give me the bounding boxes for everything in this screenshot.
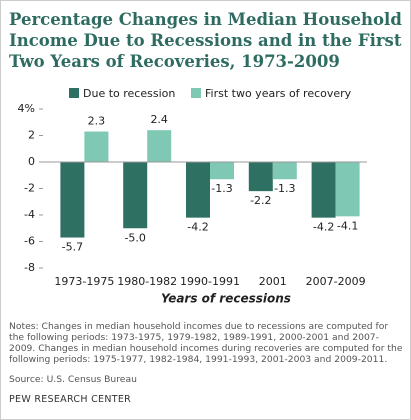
brand: PEW RESEARCH CENTER xyxy=(9,394,132,405)
data-label: 2.4 xyxy=(150,113,168,126)
x-tick-label: 1990-1991 xyxy=(180,275,240,288)
data-label: -2.2 xyxy=(250,194,271,207)
bar xyxy=(84,131,109,162)
bar xyxy=(186,162,210,218)
y-tick-label: -2 xyxy=(24,182,35,195)
data-label: -5.0 xyxy=(124,231,145,244)
y-tick-label: 4% xyxy=(18,102,35,115)
legend-swatch xyxy=(69,88,79,98)
bar xyxy=(210,162,234,180)
bar xyxy=(311,162,336,218)
bar xyxy=(335,162,360,217)
bar xyxy=(60,162,85,238)
y-tick-label: -6 xyxy=(24,235,35,248)
x-tick-label: 1980-1982 xyxy=(117,275,177,288)
legend-swatch xyxy=(191,88,201,98)
chart-title: Percentage Changes in Median Household I… xyxy=(9,10,402,71)
data-label: -1.3 xyxy=(274,182,295,195)
data-label: -5.7 xyxy=(62,241,83,254)
notes: Notes: Changes in median household incom… xyxy=(9,321,403,365)
data-label: 2.3 xyxy=(88,115,106,128)
chart: Years of recessions 4% 2 0 -2 -4 -6 -8 Due to r… xyxy=(18,87,367,306)
y-tick-label: -8 xyxy=(24,261,35,274)
bar xyxy=(248,162,273,192)
data-label: -4.2 xyxy=(313,221,334,234)
x-tick-label: 2007-2009 xyxy=(306,275,366,288)
y-tick-label: 2 xyxy=(28,129,35,142)
source: Source: U.S. Census Bureau xyxy=(9,374,137,385)
x-tick-label: 2001 xyxy=(259,275,287,288)
x-tick-label: 1973-1975 xyxy=(54,275,114,288)
x-axis-title: Years of recessions xyxy=(161,292,291,306)
bar xyxy=(123,162,148,229)
data-label: -4.2 xyxy=(187,221,208,234)
y-tick-label: -4 xyxy=(24,208,35,221)
bar xyxy=(147,130,172,162)
data-label: -4.1 xyxy=(337,219,358,232)
legend-label: Due to recession xyxy=(83,87,175,100)
legend-label: First two years of recovery xyxy=(205,87,352,100)
bar xyxy=(272,162,297,180)
y-tick-label: 0 xyxy=(28,155,35,168)
data-label: -1.3 xyxy=(211,182,232,195)
